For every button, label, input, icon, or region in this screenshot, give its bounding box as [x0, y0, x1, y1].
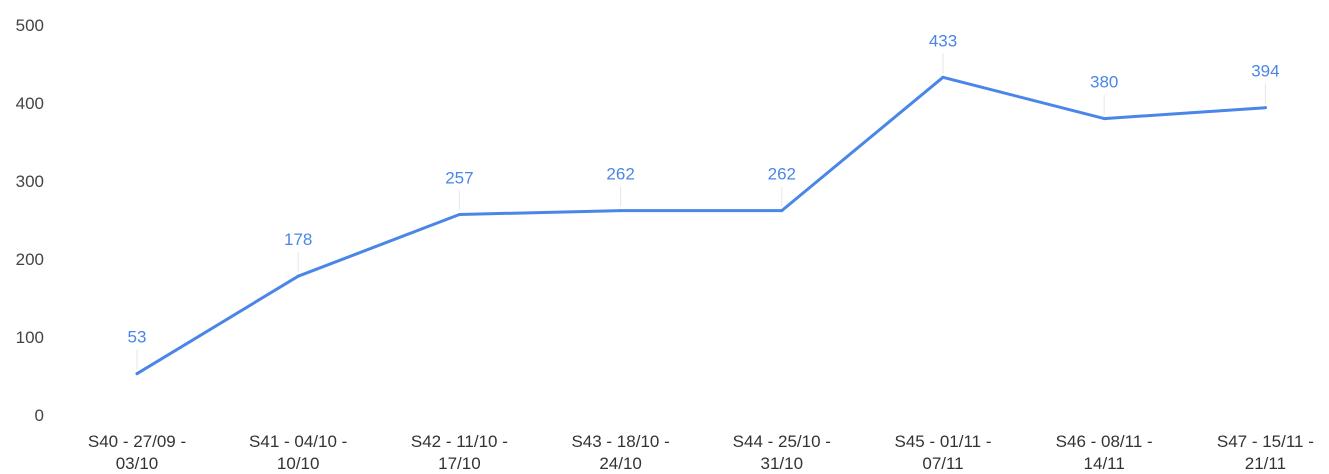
x-tick-label: S40 - 27/09 - 03/10 [88, 432, 186, 473]
data-point [296, 274, 300, 278]
data-label: 262 [768, 165, 796, 184]
data-labels: 53 178 257 262 262 433 380 394 [128, 31, 1280, 346]
x-axis: S40 - 27/09 - 03/10 S41 - 04/10 - 10/10 S42 … [88, 432, 1314, 473]
x-tick-label-line: S43 - 18/10 - [571, 432, 669, 451]
data-label: 433 [929, 31, 957, 50]
series-line [135, 75, 1267, 376]
y-axis: 0 100 200 300 400 500 [16, 16, 44, 425]
data-point [135, 372, 139, 376]
x-tick-label-line: S42 - 11/10 - [411, 432, 508, 451]
data-label-leaders [136, 53, 1266, 370]
y-tick-label: 200 [16, 250, 44, 269]
y-tick-label: 100 [16, 328, 44, 347]
x-tick-label-line: S41 - 04/10 - [249, 432, 347, 451]
y-tick-label: 0 [35, 406, 44, 425]
data-label: 394 [1251, 62, 1279, 81]
data-label: 178 [284, 230, 312, 249]
x-tick-label: S44 - 25/10 - 31/10 [733, 432, 831, 473]
data-label: 380 [1090, 73, 1118, 92]
data-point [1102, 117, 1106, 121]
data-point [619, 209, 623, 213]
x-tick-label-line: 07/11 [922, 454, 963, 473]
x-tick-label-line: 24/10 [599, 454, 642, 473]
x-tick-label-line: S46 - 08/11 - [1056, 432, 1153, 451]
data-label: 53 [128, 328, 147, 347]
x-tick-label-line: 14/11 [1084, 454, 1125, 473]
x-tick-label-line: S44 - 25/10 - [733, 432, 831, 451]
data-label: 262 [606, 165, 634, 184]
x-tick-label-line: S47 - 15/11 - [1217, 432, 1314, 451]
x-tick-label-line: 03/10 [116, 454, 159, 473]
x-tick-label: S41 - 04/10 - 10/10 [249, 432, 347, 473]
x-tick-label-line: 17/10 [438, 454, 481, 473]
data-point [780, 209, 784, 213]
y-tick-label: 300 [16, 172, 44, 191]
x-tick-label: S42 - 11/10 - 17/10 [411, 432, 508, 473]
data-label: 257 [445, 169, 473, 188]
y-tick-label: 400 [16, 94, 44, 113]
x-tick-label-line: S45 - 01/11 - [894, 432, 991, 451]
y-tick-label: 500 [16, 16, 44, 35]
data-point [457, 213, 461, 217]
x-tick-label-line: 10/10 [277, 454, 320, 473]
data-points [135, 75, 1267, 376]
data-point [941, 75, 945, 79]
x-tick-label: S47 - 15/11 - 21/11 [1217, 432, 1314, 473]
x-tick-label: S45 - 01/11 - 07/11 [894, 432, 991, 473]
x-tick-label: S46 - 08/11 - 14/11 [1056, 432, 1153, 473]
x-tick-label: S43 - 18/10 - 24/10 [571, 432, 669, 473]
x-tick-label-line: S40 - 27/09 - [88, 432, 186, 451]
x-tick-label-line: 21/11 [1245, 454, 1286, 473]
data-point [1263, 106, 1267, 110]
x-tick-label-line: 31/10 [761, 454, 804, 473]
